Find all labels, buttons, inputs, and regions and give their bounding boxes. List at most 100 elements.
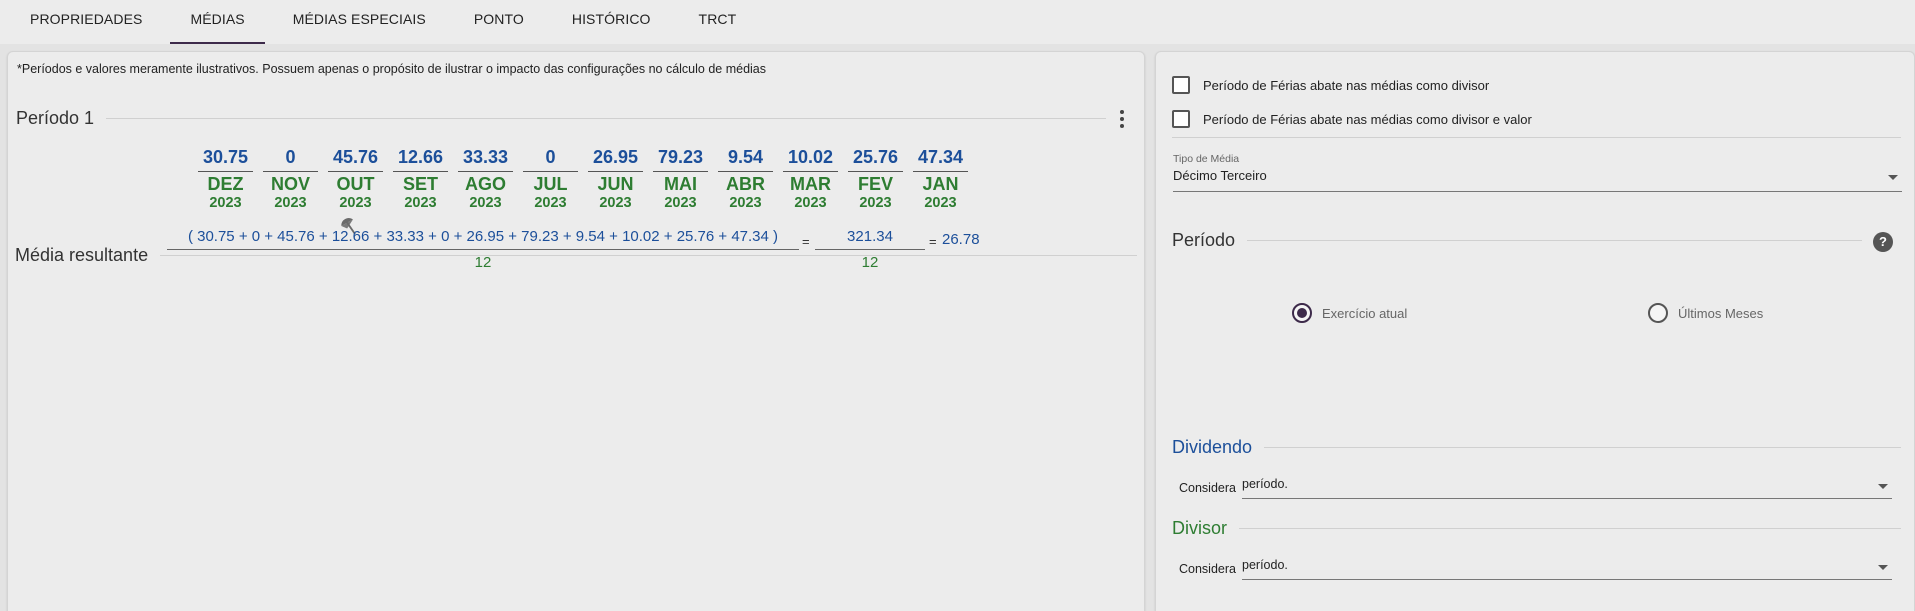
month-name: MAR xyxy=(790,174,831,194)
divider xyxy=(1264,447,1901,448)
month-year: 2023 xyxy=(859,195,892,211)
divider xyxy=(1247,240,1862,241)
month-year: 2023 xyxy=(664,195,697,211)
divisor-title: Divisor xyxy=(1172,518,1228,538)
month-name: SET xyxy=(402,174,438,194)
month-year: 2023 xyxy=(534,195,567,211)
radio-label: Exercício atual xyxy=(1322,305,1408,321)
periodo-title: Período xyxy=(1172,230,1236,250)
divisor-label: Considera xyxy=(1179,562,1236,576)
divider xyxy=(1172,137,1901,138)
divisor-value: período. xyxy=(1242,558,1288,572)
period-title: Período 1 xyxy=(16,108,95,128)
tipo-media-value: Décimo Terceiro xyxy=(1173,168,1267,183)
month-year: 2023 xyxy=(404,195,437,211)
total-divisor: 12 xyxy=(861,254,879,271)
tab-trct[interactable]: TRCT xyxy=(698,11,737,27)
tab-medias-especiais[interactable]: MÉDIAS ESPECIAIS xyxy=(292,11,426,27)
month-value: 9.54 xyxy=(718,147,773,172)
month-column: 30.75 DEZ 2023 xyxy=(193,147,258,211)
month-column: 79.23 MAI 2023 xyxy=(648,147,713,211)
sum-expression: ( 30.75 + 0 + 45.76 + 12.66 + 33.33 + 0 … xyxy=(167,228,799,250)
month-name: AGO xyxy=(464,174,506,194)
more-options-icon[interactable] xyxy=(1113,107,1131,131)
radio-label: Últimos Meses xyxy=(1678,305,1764,321)
month-value: 79.23 xyxy=(653,147,708,172)
month-year: 2023 xyxy=(339,195,372,211)
month-column: 10.02 MAR 2023 xyxy=(778,147,843,211)
medias-preview-card: *Períodos e valores meramente ilustrativ… xyxy=(7,51,1145,611)
divider xyxy=(1239,528,1901,529)
dividendo-label: Considera xyxy=(1179,481,1236,495)
month-year: 2023 xyxy=(469,195,502,211)
month-column: 0 JUL 2023 xyxy=(518,147,583,211)
radio-unselected[interactable] xyxy=(1648,303,1668,323)
radio-exercicio-atual[interactable]: Exercício atual xyxy=(1292,303,1407,323)
tab-propriedades[interactable]: PROPRIEDADES xyxy=(30,11,143,27)
disclaimer-note: *Períodos e valores meramente ilustrativ… xyxy=(17,62,767,76)
tipo-media-select[interactable]: Décimo Terceiro xyxy=(1173,168,1902,192)
month-value: 0 xyxy=(523,147,578,172)
average-result: 26.78 xyxy=(942,231,980,248)
period-header: Período 1 xyxy=(16,108,1106,129)
month-name: ABR xyxy=(726,174,765,194)
caret-down-icon xyxy=(1888,175,1898,180)
dividendo-title: Dividendo xyxy=(1172,437,1253,457)
month-column: 25.76 FEV 2023 xyxy=(843,147,908,211)
month-year: 2023 xyxy=(924,195,957,211)
tipo-media-label: Tipo de Média xyxy=(1173,153,1240,165)
month-count: 12 xyxy=(474,254,492,271)
dividendo-header: Dividendo xyxy=(1172,437,1901,458)
month-value: 0 xyxy=(263,147,318,172)
beach-umbrella-icon xyxy=(341,218,356,235)
equals-sign: = xyxy=(929,234,937,249)
divisor-select[interactable]: período. xyxy=(1242,558,1892,580)
divisor-header: Divisor xyxy=(1172,518,1901,539)
tab-historico[interactable]: HISTÓRICO xyxy=(571,11,651,27)
checkbox-ferias-divisor[interactable]: Período de Férias abate nas médias como … xyxy=(1172,76,1489,94)
month-column: 12.66 SET 2023 xyxy=(388,147,453,211)
checkbox-ferias-divisor-valor[interactable]: Período de Férias abate nas médias como … xyxy=(1172,110,1532,128)
month-value: 26.95 xyxy=(588,147,643,172)
month-column: 47.34 JAN 2023 xyxy=(908,147,973,211)
sum-total: 321.34 xyxy=(815,228,925,250)
month-column: 9.54 ABR 2023 xyxy=(713,147,778,211)
month-year: 2023 xyxy=(729,195,762,211)
month-value: 10.02 xyxy=(783,147,838,172)
month-column: 45.76 OUT 2023 xyxy=(323,147,388,211)
divider xyxy=(106,118,1106,119)
result-header: Média resultante xyxy=(15,245,1137,266)
month-name: DEZ xyxy=(207,174,244,194)
settings-card: Período de Férias abate nas médias como … xyxy=(1155,51,1915,611)
month-year: 2023 xyxy=(274,195,307,211)
radio-selected[interactable] xyxy=(1292,303,1312,323)
month-value: 25.76 xyxy=(848,147,903,172)
month-name: JUN xyxy=(597,174,634,194)
month-column: 26.95 JUN 2023 xyxy=(583,147,648,211)
checkbox[interactable] xyxy=(1172,76,1190,94)
periodo-header: Período xyxy=(1172,230,1862,251)
tab-bar: PROPRIEDADES MÉDIAS MÉDIAS ESPECIAIS PON… xyxy=(0,0,1915,44)
checkbox-label: Período de Férias abate nas médias como … xyxy=(1203,111,1532,127)
month-year: 2023 xyxy=(209,195,242,211)
month-year: 2023 xyxy=(599,195,632,211)
month-value: 45.76 xyxy=(328,147,383,172)
caret-down-icon xyxy=(1878,565,1888,570)
divider xyxy=(160,255,1137,256)
total-fraction: 321.34 12 xyxy=(815,228,925,271)
month-name: MAI xyxy=(664,174,697,194)
month-name: JUL xyxy=(533,174,568,194)
dividendo-select[interactable]: período. xyxy=(1242,477,1892,499)
month-name: OUT xyxy=(336,174,375,194)
checkbox[interactable] xyxy=(1172,110,1190,128)
result-title: Média resultante xyxy=(15,245,149,265)
months-row: 30.75 DEZ 2023 0 NOV 2023 45.76 OUT 2023… xyxy=(193,147,973,211)
radio-ultimos-meses[interactable]: Últimos Meses xyxy=(1648,303,1763,323)
dividendo-value: período. xyxy=(1242,477,1288,491)
month-name: FEV xyxy=(857,174,893,194)
help-icon[interactable]: ? xyxy=(1873,232,1893,252)
tab-ponto[interactable]: PONTO xyxy=(473,11,524,27)
month-year: 2023 xyxy=(794,195,827,211)
tab-medias[interactable]: MÉDIAS xyxy=(170,0,265,44)
month-value: 47.34 xyxy=(913,147,968,172)
